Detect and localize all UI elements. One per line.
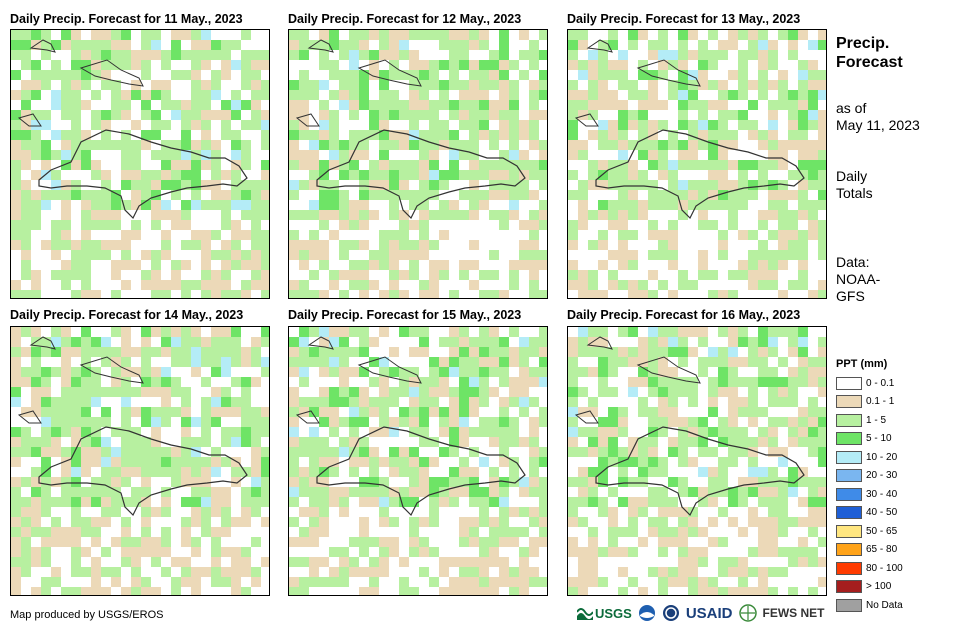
legend-item: 0 - 0.1 xyxy=(836,374,903,393)
hispaniola-outline xyxy=(595,129,805,220)
legend-item: No Data xyxy=(836,596,903,615)
fewsnet-logo-icon xyxy=(738,604,757,622)
sidebar-asof-line2: May 11, 2023 xyxy=(836,117,920,133)
hispaniola-outline xyxy=(595,426,805,517)
sidebar-totals: Daily Totals xyxy=(836,168,873,202)
island-outlines xyxy=(574,39,701,127)
legend-item: 40 - 50 xyxy=(836,504,903,523)
legend-label: 50 - 65 xyxy=(866,525,898,537)
legend-label: 65 - 80 xyxy=(866,544,898,556)
legend-label: 5 - 10 xyxy=(866,433,892,445)
legend-swatch xyxy=(836,469,862,483)
usgs-logo-text: USGS xyxy=(595,605,632,621)
legend-label: 0 - 0.1 xyxy=(866,377,895,389)
sidebar-data-source: Data: NOAA- GFS xyxy=(836,254,880,305)
legend-label: 30 - 40 xyxy=(866,488,898,500)
legend-title: PPT (mm) xyxy=(836,358,888,370)
sidebar-data-line2: NOAA- xyxy=(836,271,881,287)
island-outlines xyxy=(17,336,144,424)
hispaniola-outline xyxy=(38,129,248,220)
sidebar-totals-line1: Daily xyxy=(836,168,868,184)
precip-raster xyxy=(568,30,826,298)
usaid-seal-icon xyxy=(662,605,679,621)
logo-strip: USGS USAID FEWS NET xyxy=(577,604,825,622)
sidebar-asof: as of May 11, 2023 xyxy=(836,100,920,134)
legend-label: 20 - 30 xyxy=(866,470,898,482)
legend-label: 10 - 20 xyxy=(866,451,898,463)
precip-raster xyxy=(289,327,547,595)
legend-swatch xyxy=(836,395,862,409)
panel-title-1: Daily Precip. Forecast for 11 May., 2023 xyxy=(10,12,243,26)
usaid-logo-text: USAID xyxy=(685,604,733,622)
hispaniola-outline xyxy=(38,426,248,517)
hispaniola-outline xyxy=(316,129,526,220)
panel-title-2: Daily Precip. Forecast for 12 May., 2023 xyxy=(288,12,522,26)
map-panel-1 xyxy=(10,29,270,299)
legend-item: 50 - 65 xyxy=(836,522,903,541)
island-outlines xyxy=(295,336,422,424)
legend-swatch xyxy=(836,580,862,594)
legend-swatch xyxy=(836,598,862,612)
sidebar-asof-line1: as of xyxy=(836,100,867,116)
map-panel-4 xyxy=(10,326,270,596)
usgs-logo-icon xyxy=(577,608,593,620)
sidebar-data-line1: Data: xyxy=(836,254,870,270)
legend-item: 80 - 100 xyxy=(836,559,903,578)
sidebar-data-line3: GFS xyxy=(836,288,865,304)
panel-title-4: Daily Precip. Forecast for 14 May., 2023 xyxy=(10,308,244,322)
map-panel-6 xyxy=(567,326,827,596)
map-panel-3 xyxy=(567,29,827,299)
legend-swatch xyxy=(836,376,862,390)
precip-raster xyxy=(11,327,269,595)
legend-item: 1 - 5 xyxy=(836,411,903,430)
map-panel-2 xyxy=(288,29,548,299)
precip-raster xyxy=(11,30,269,298)
legend-swatch xyxy=(836,432,862,446)
legend: PPT (mm) 0 - 0.1 0.1 - 1 1 - 5 5 - 10 10 - 2… xyxy=(836,358,903,615)
legend-item: 30 - 40 xyxy=(836,485,903,504)
sidebar-totals-line2: Totals xyxy=(836,185,873,201)
panel-title-3: Daily Precip. Forecast for 13 May., 2023 xyxy=(567,12,801,26)
legend-swatch xyxy=(836,413,862,427)
fewsnet-logo-text: FEWS NET xyxy=(762,606,825,620)
sidebar-title-line2: Forecast xyxy=(836,54,903,71)
legend-label: 80 - 100 xyxy=(866,562,903,574)
legend-swatch xyxy=(836,450,862,464)
legend-label: > 100 xyxy=(866,581,892,593)
legend-swatch xyxy=(836,506,862,520)
legend-item: > 100 xyxy=(836,578,903,597)
noaa-logo-icon xyxy=(638,605,655,621)
legend-swatch xyxy=(836,543,862,557)
legend-item: 20 - 30 xyxy=(836,467,903,486)
legend-swatch xyxy=(836,487,862,501)
legend-swatch xyxy=(836,561,862,575)
island-outlines xyxy=(295,39,422,127)
island-outlines xyxy=(17,39,144,127)
legend-item: 0.1 - 1 xyxy=(836,393,903,412)
sidebar-title: Precip. Forecast xyxy=(836,34,946,72)
island-outlines xyxy=(574,336,701,424)
panel-title-5: Daily Precip. Forecast for 15 May., 2023 xyxy=(288,308,522,322)
hispaniola-outline xyxy=(316,426,526,517)
legend-rows: 0 - 0.1 0.1 - 1 1 - 5 5 - 10 10 - 20 20 - 30 3… xyxy=(836,374,903,615)
legend-label: No Data xyxy=(866,599,903,611)
legend-item: 5 - 10 xyxy=(836,430,903,449)
map-panel-5 xyxy=(288,326,548,596)
precip-raster xyxy=(289,30,547,298)
legend-item: 65 - 80 xyxy=(836,541,903,560)
map-credit: Map produced by USGS/EROS xyxy=(10,609,164,621)
legend-label: 0.1 - 1 xyxy=(866,396,895,408)
panel-title-6: Daily Precip. Forecast for 16 May., 2023 xyxy=(567,308,801,322)
legend-swatch xyxy=(836,524,862,538)
precip-raster xyxy=(568,327,826,595)
sidebar-title-line1: Precip. xyxy=(836,35,890,52)
legend-label: 40 - 50 xyxy=(866,507,898,519)
legend-item: 10 - 20 xyxy=(836,448,903,467)
legend-label: 1 - 5 xyxy=(866,414,887,426)
